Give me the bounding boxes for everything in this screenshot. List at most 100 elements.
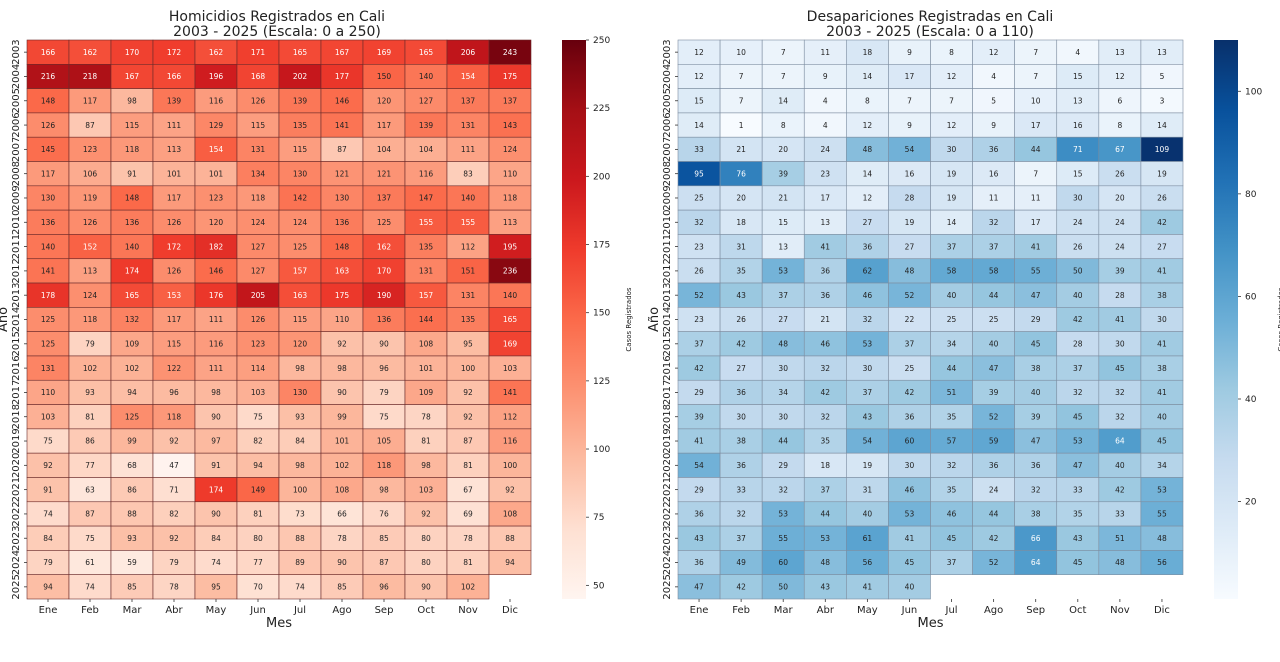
heatmap-cell	[1140, 355, 1184, 381]
heatmap-cell	[404, 307, 448, 332]
heatmap-cell	[930, 112, 973, 138]
cell-value-label: 27	[736, 364, 746, 373]
heatmap-cell	[1098, 234, 1142, 260]
heatmap-cell	[320, 404, 364, 430]
cell-value-label: 14	[947, 218, 957, 227]
cell-value-label: 48	[821, 558, 831, 567]
cell-value-label: 90	[211, 412, 221, 421]
cell-value-label: 76	[379, 510, 389, 519]
cell-value-label: 47	[694, 583, 704, 592]
cell-value-label: 81	[85, 412, 95, 421]
heatmap-cell	[236, 112, 280, 138]
x-tick-label: May	[206, 605, 227, 616]
cell-value-label: 16	[989, 169, 999, 178]
cell-value-label: 40	[947, 291, 957, 300]
cell-value-label: 92	[421, 510, 431, 519]
heatmap-cell	[446, 209, 490, 235]
x-tick-label: Abr	[817, 605, 835, 616]
heatmap-cell	[446, 282, 490, 308]
cell-value-label: 29	[1031, 315, 1041, 324]
heatmap-cell	[1014, 525, 1058, 551]
cell-value-label: 35	[1073, 510, 1083, 519]
cell-value-label: 126	[251, 96, 266, 105]
colorbar-tick-label: 100	[593, 445, 610, 455]
cell-value-label: 135	[293, 121, 308, 130]
cell-value-label: 66	[337, 510, 347, 519]
cell-value-label: 162	[83, 48, 98, 57]
cell-value-label: 115	[251, 121, 266, 130]
cell-value-label: 55	[1031, 267, 1041, 276]
cell-value-label: 34	[947, 340, 957, 349]
cell-value-label: 112	[503, 412, 518, 421]
cell-value-label: 53	[1073, 437, 1083, 446]
y-tick-label: 2005	[11, 88, 22, 113]
cell-value-label: 25	[989, 315, 999, 324]
y-tick-label: 2008	[11, 161, 22, 186]
cell-value-label: 99	[337, 412, 347, 421]
heatmap-cell	[930, 234, 973, 260]
cell-value-label: 14	[863, 72, 873, 81]
cell-value-label: 130	[293, 169, 308, 178]
cell-value-label: 40	[1073, 291, 1083, 300]
cell-value-label: 125	[125, 412, 140, 421]
cell-value-label: 45	[1031, 340, 1041, 349]
heatmap-cell	[677, 88, 721, 114]
cell-value-label: 75	[85, 534, 95, 543]
heatmap-cell	[26, 428, 70, 454]
cell-value-label: 85	[379, 534, 389, 543]
y-axis-label: Año	[0, 307, 11, 332]
cell-value-label: 80	[421, 558, 431, 567]
heatmap-cell	[278, 379, 322, 405]
heatmap-cell	[719, 355, 763, 381]
cell-value-label: 33	[1115, 510, 1125, 519]
heatmap-cell	[1098, 209, 1142, 235]
heatmap-cell	[1140, 428, 1184, 454]
cell-value-label: 157	[293, 267, 308, 276]
cell-value-label: 103	[41, 412, 56, 421]
cell-value-label: 18	[863, 48, 873, 57]
heatmap-cell	[972, 209, 1015, 235]
cell-value-label: 145	[41, 145, 56, 154]
cell-value-label: 82	[169, 510, 179, 519]
cell-value-label: 15	[778, 218, 788, 227]
heatmap-cell	[972, 258, 1015, 284]
cell-value-label: 44	[947, 364, 957, 373]
cell-value-label: 23	[694, 242, 704, 251]
heatmap-cell	[1140, 64, 1184, 89]
heatmap-cell	[972, 477, 1015, 503]
cell-value-label: 78	[169, 583, 179, 592]
cell-value-label: 54	[694, 461, 704, 470]
heatmap-cell	[194, 258, 238, 284]
cell-value-label: 92	[43, 461, 53, 470]
cell-value-label: 42	[736, 340, 746, 349]
cell-value-label: 85	[127, 583, 137, 592]
heatmap-cell	[236, 355, 280, 381]
heatmap-cell	[677, 428, 721, 454]
cell-value-label: 140	[503, 291, 518, 300]
cell-value-label: 148	[125, 194, 140, 203]
x-tick-label: Oct	[417, 605, 434, 616]
cell-value-label: 110	[335, 315, 350, 324]
heatmap-cell	[1140, 136, 1184, 162]
cell-value-label: 24	[1115, 242, 1125, 251]
cell-value-label: 17	[1031, 218, 1041, 227]
heatmap-cell	[404, 525, 448, 551]
cell-value-label: 101	[419, 364, 434, 373]
cell-value-label: 124	[251, 218, 266, 227]
cell-value-label: 137	[503, 96, 518, 105]
heatmap-cell	[26, 136, 70, 162]
cell-value-label: 123	[251, 340, 266, 349]
cell-value-label: 46	[821, 340, 831, 349]
heatmap-cell	[846, 64, 889, 89]
cell-value-label: 84	[43, 534, 53, 543]
cell-value-label: 154	[209, 145, 224, 154]
heatmap-cell	[320, 64, 364, 89]
cell-value-label: 74	[85, 583, 95, 592]
cell-value-label: 52	[989, 558, 999, 567]
cell-value-label: 125	[41, 315, 56, 324]
heatmap-cell	[236, 185, 280, 211]
heatmap-cell	[362, 452, 406, 478]
cell-value-label: 80	[421, 534, 431, 543]
heatmap-cell	[26, 282, 70, 308]
cell-value-label: 190	[377, 291, 392, 300]
